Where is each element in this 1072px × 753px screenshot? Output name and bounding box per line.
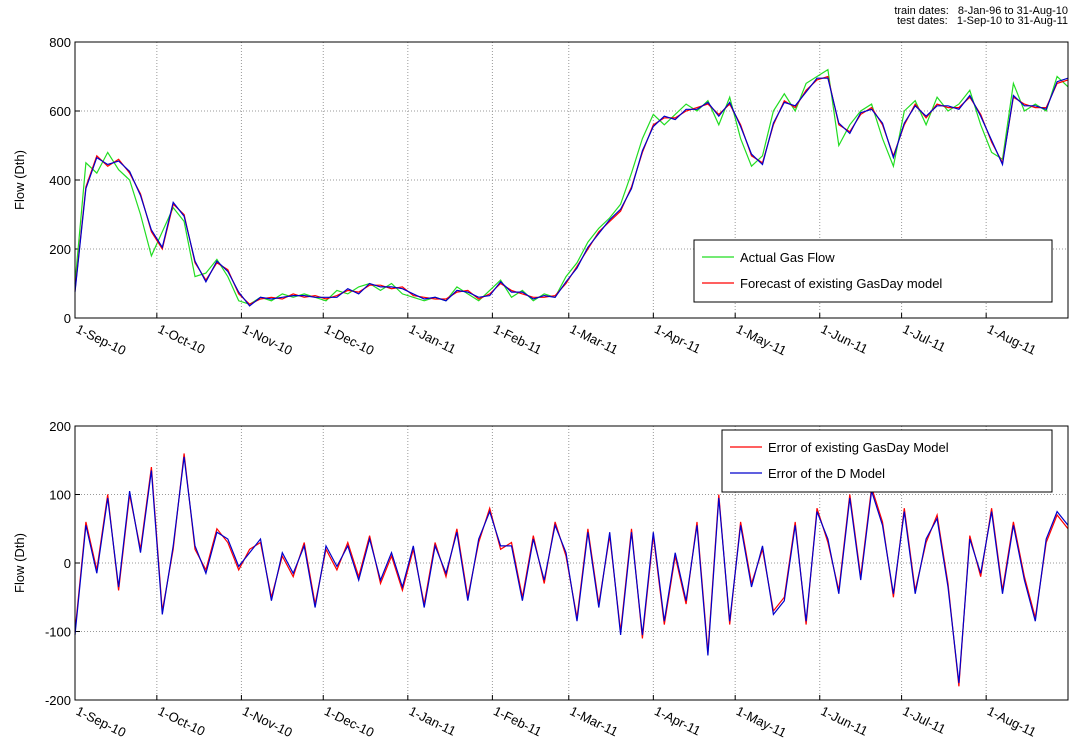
y-tick-label: -100 — [45, 625, 71, 640]
legend-box — [721, 429, 1053, 493]
y-tick-label: 0 — [64, 556, 71, 571]
plot-frame — [74, 425, 1069, 701]
y-tick-label: 600 — [49, 104, 71, 119]
y-tick-label: 200 — [49, 242, 71, 257]
y-tick-label: 200 — [49, 419, 71, 434]
legend-label: Error of existing GasDay Model — [768, 440, 949, 455]
legend-box — [693, 239, 1053, 303]
annotation: train dates: 8-Jan-96 to 31-Aug-10 — [894, 5, 1068, 17]
y-tick-label: 400 — [49, 173, 71, 188]
annotation: test dates: 1-Sep-10 to 31-Aug-11 — [897, 15, 1068, 27]
plot-frame — [74, 41, 1069, 319]
data-line — [74, 77, 1069, 307]
y-axis-label: Flow (Dth) — [12, 150, 27, 210]
legend-label: Actual Gas Flow — [740, 250, 835, 265]
y-tick-label: 100 — [49, 488, 71, 503]
y-tick-label: 800 — [49, 35, 71, 50]
y-tick-label: 0 — [64, 311, 71, 326]
y-axis-label: Flow (Dth) — [12, 533, 27, 593]
y-tick-label: -200 — [45, 693, 71, 708]
legend-label: Error of the D Model — [768, 466, 885, 481]
legend-label: Forecast of existing GasDay model — [740, 276, 942, 291]
data-line — [74, 456, 1069, 683]
data-line — [74, 68, 1069, 305]
